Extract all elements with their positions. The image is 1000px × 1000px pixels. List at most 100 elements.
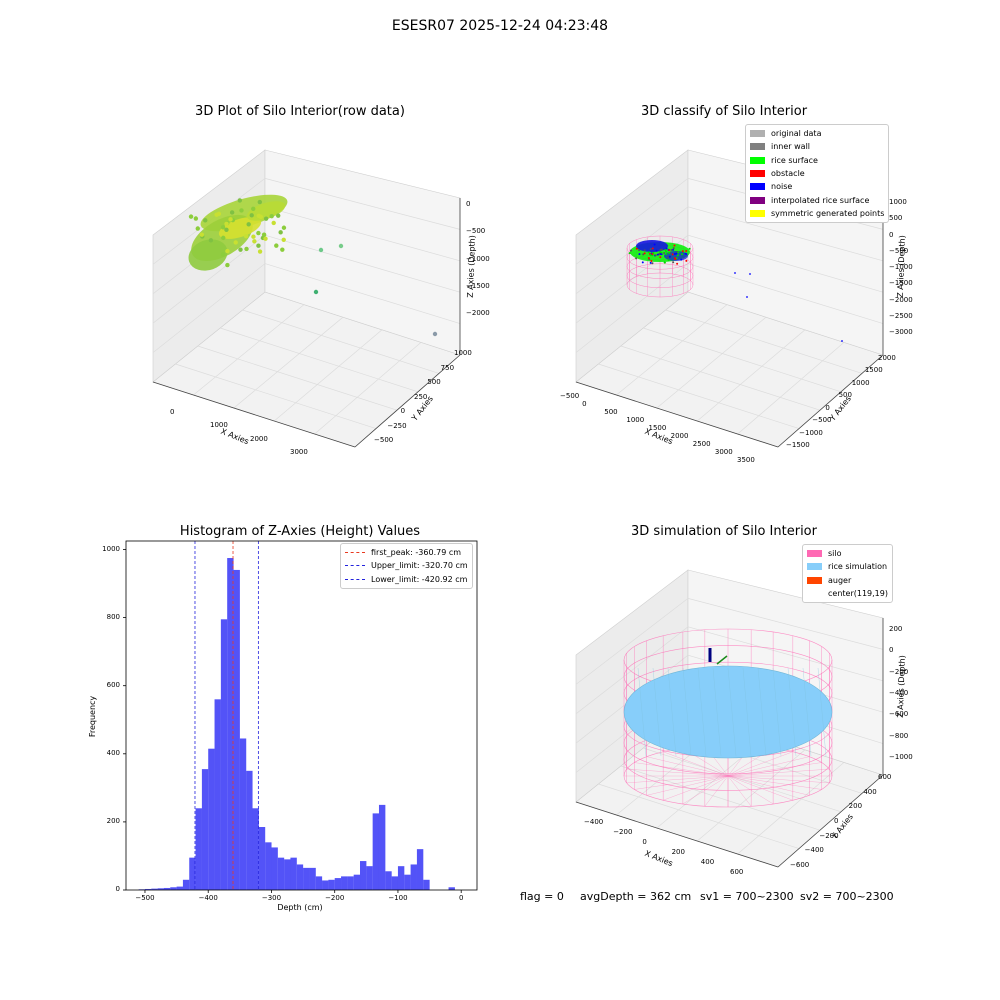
panel-histogram bbox=[123, 540, 478, 893]
y-axis-line bbox=[777, 774, 884, 868]
panel-2-title: 3D classify of Silo Interior bbox=[640, 104, 808, 119]
silo-floor-spoke bbox=[646, 756, 729, 777]
x-tick-label: 0 bbox=[458, 894, 464, 902]
tick-label: 200 bbox=[848, 802, 863, 811]
histogram-bar bbox=[315, 876, 323, 890]
data-point bbox=[214, 212, 219, 217]
data-point bbox=[654, 254, 657, 257]
tick-label: 2000 bbox=[250, 434, 268, 443]
data-point bbox=[628, 252, 631, 255]
rice-mesh-line bbox=[802, 667, 812, 757]
silo-floor-spoke bbox=[634, 775, 729, 790]
data-point bbox=[224, 227, 229, 232]
data-point bbox=[652, 252, 655, 255]
data-point bbox=[649, 261, 652, 264]
grid-line bbox=[598, 783, 800, 849]
auger-marker bbox=[716, 655, 728, 665]
tick-label: −200 bbox=[889, 667, 909, 676]
legend-label: symmetric generated points bbox=[771, 208, 885, 218]
data-point bbox=[224, 221, 229, 227]
data-point bbox=[261, 232, 267, 237]
tick-label: 0 bbox=[466, 200, 471, 208]
histogram-bar bbox=[448, 887, 455, 890]
tick-label: 750 bbox=[440, 363, 455, 372]
tick-label: −600 bbox=[790, 861, 810, 869]
x-axis-line bbox=[575, 381, 779, 448]
data-point bbox=[666, 256, 669, 259]
histogram-bar bbox=[170, 887, 177, 890]
data-point bbox=[670, 249, 673, 252]
status-flag: flag = 0 bbox=[520, 890, 564, 903]
tick-label: 1000 bbox=[210, 421, 228, 430]
histogram-bar bbox=[182, 879, 190, 890]
tick-label: 500 bbox=[838, 391, 852, 400]
data-point bbox=[688, 247, 691, 250]
silo-floor-spoke bbox=[663, 751, 729, 777]
panel-2-legend: original data inner wall rice surface ob… bbox=[745, 124, 890, 224]
histogram-bar bbox=[423, 879, 430, 890]
silo-floor-spoke bbox=[727, 751, 793, 777]
grid-line bbox=[616, 304, 728, 396]
histogram-bar bbox=[303, 867, 310, 890]
data-point bbox=[685, 250, 688, 253]
data-point bbox=[673, 257, 676, 260]
grid-line bbox=[220, 327, 419, 393]
data-point bbox=[663, 261, 666, 264]
histogram-bar bbox=[290, 857, 297, 890]
tick-label: 500 bbox=[427, 378, 441, 386]
rice-mesh-line bbox=[817, 667, 827, 757]
tick-label: 0 bbox=[834, 817, 839, 825]
histogram-bar bbox=[404, 874, 411, 890]
axes-3d-box bbox=[575, 569, 884, 868]
legend-label: rice simulation bbox=[828, 562, 888, 572]
legend-label: interpolated rice surface bbox=[771, 195, 870, 205]
data-point bbox=[664, 249, 667, 252]
status-sv1: sv1 = 700~2300 bbox=[700, 890, 794, 903]
data-point bbox=[276, 213, 281, 218]
tick-label: −1000 bbox=[799, 428, 823, 437]
data-point bbox=[228, 217, 233, 222]
tick-label: 600 bbox=[878, 773, 892, 781]
data-point bbox=[685, 259, 688, 262]
data-point bbox=[665, 250, 668, 253]
data-point bbox=[681, 250, 684, 253]
tick-label: −1000 bbox=[889, 263, 913, 271]
data-point bbox=[251, 234, 256, 239]
legend-item-interpolated-rice-surface: interpolated rice surface bbox=[750, 193, 884, 206]
data-point bbox=[653, 243, 656, 246]
grid-line bbox=[175, 363, 377, 429]
rice-mesh-line bbox=[742, 667, 752, 757]
legend-line bbox=[345, 565, 365, 567]
histogram-bars bbox=[138, 558, 455, 890]
data-point bbox=[269, 213, 274, 219]
tick-label: 200 bbox=[671, 848, 685, 856]
grid-line bbox=[687, 626, 884, 682]
grid-line bbox=[575, 626, 689, 715]
tick-label: 0 bbox=[582, 400, 587, 408]
legend-item-rice-simulation: rice simulation bbox=[807, 560, 888, 573]
noise-point bbox=[734, 272, 736, 274]
data-point bbox=[243, 233, 249, 239]
data-point bbox=[188, 214, 194, 219]
data-point bbox=[208, 238, 214, 243]
rice-mesh-line bbox=[667, 667, 677, 757]
histogram-reference-lines bbox=[194, 541, 259, 890]
data-point bbox=[638, 253, 641, 256]
histogram-bar bbox=[378, 804, 386, 890]
tick-label: −1500 bbox=[889, 279, 913, 288]
data-point bbox=[221, 235, 226, 241]
tick-label: 1000 bbox=[851, 378, 870, 387]
tick-label: −250 bbox=[387, 421, 407, 430]
tick-label: 200 bbox=[889, 625, 903, 633]
legend-swatch bbox=[750, 209, 765, 217]
tick-label: 1000 bbox=[889, 198, 907, 206]
panel-3-legend: first_peak: -360.79 cm Upper_limit: -320… bbox=[340, 543, 473, 589]
grid-line bbox=[737, 762, 845, 855]
legend-label: Lower_limit: -420.92 cm bbox=[371, 574, 468, 584]
histogram-bar bbox=[258, 827, 266, 890]
data-point bbox=[257, 199, 263, 205]
histogram-bar bbox=[271, 847, 278, 890]
data-point bbox=[672, 247, 675, 250]
y-tick-label: 400 bbox=[106, 748, 120, 757]
rice-simulation-surface bbox=[623, 665, 833, 759]
